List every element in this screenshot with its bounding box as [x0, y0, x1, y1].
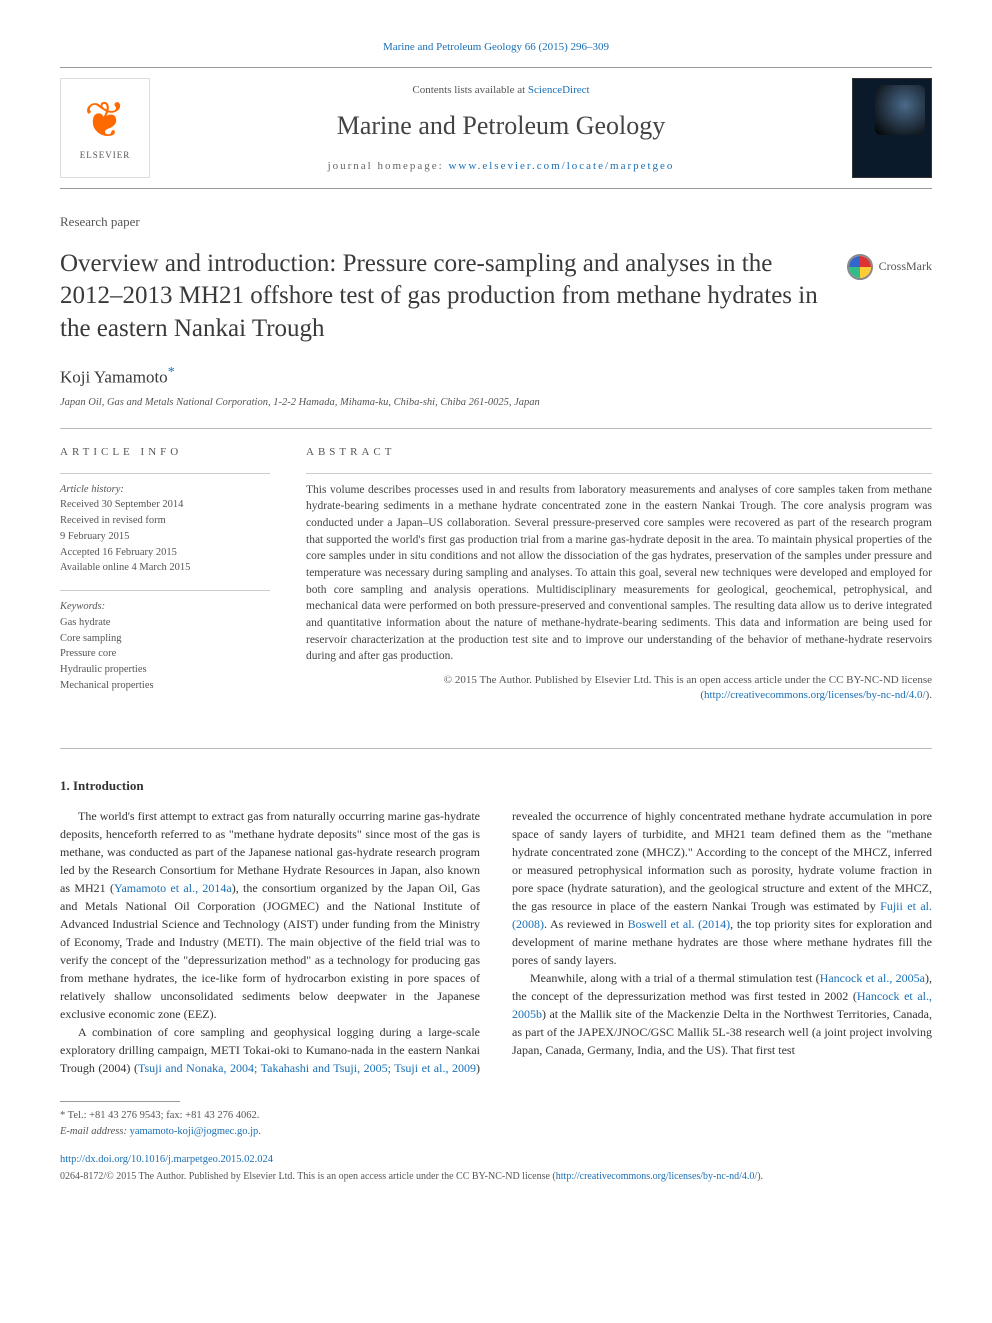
- ref-link[interactable]: Hancock et al., 2005a: [820, 971, 925, 985]
- keywords-block: Keywords: Gas hydrate Core sampling Pres…: [60, 590, 270, 694]
- keyword: Gas hydrate: [60, 615, 270, 631]
- rule-below-abstract: [60, 748, 932, 749]
- elsevier-logo: ❦ ELSEVIER: [60, 78, 150, 178]
- crossmark-label: CrossMark: [879, 258, 932, 275]
- crossmark-badge[interactable]: CrossMark: [847, 254, 932, 280]
- homepage-link[interactable]: www.elsevier.com/locate/marpetgeo: [448, 160, 674, 172]
- fax-value: +81 43 276 4062.: [185, 1110, 259, 1121]
- ref-link[interactable]: Yamamoto et al., 2014a: [114, 881, 232, 895]
- corresponding-mark: *: [168, 365, 175, 380]
- history-label: Article history:: [60, 482, 270, 498]
- history-online: Available online 4 March 2015: [60, 560, 270, 576]
- email-link[interactable]: yamamoto-koji@jogmec.go.jp: [130, 1126, 259, 1137]
- footnotes: * Tel.: +81 43 276 9543; fax: +81 43 276…: [60, 1108, 932, 1140]
- history-revised-1: Received in revised form: [60, 513, 270, 529]
- history-received: Received 30 September 2014: [60, 497, 270, 513]
- email-footnote: E-mail address: yamamoto-koji@jogmec.go.…: [60, 1124, 932, 1140]
- elsevier-label: ELSEVIER: [80, 149, 131, 162]
- email-label: E-mail address:: [60, 1126, 130, 1137]
- keyword: Mechanical properties: [60, 678, 270, 694]
- body-text: . As reviewed in: [544, 917, 628, 931]
- body-text: ) at the Mallik site of the Mackenzie De…: [512, 1007, 932, 1057]
- author-name: Koji Yamamoto*: [60, 363, 932, 389]
- issn-close: ).: [757, 1171, 763, 1182]
- corresponding-footnote: * Tel.: +81 43 276 9543; fax: +81 43 276…: [60, 1108, 932, 1124]
- article-history: Article history: Received 30 September 2…: [60, 473, 270, 577]
- abstract-text: This volume describes processes used in …: [306, 473, 932, 665]
- journal-cover-thumb: [852, 78, 932, 178]
- author-text: Koji Yamamoto: [60, 368, 168, 387]
- doi-line: http://dx.doi.org/10.1016/j.marpetgeo.20…: [60, 1153, 932, 1168]
- copyright-close: ).: [926, 689, 932, 701]
- affiliation: Japan Oil, Gas and Metals National Corpo…: [60, 396, 932, 411]
- doi-link[interactable]: http://dx.doi.org/10.1016/j.marpetgeo.20…: [60, 1154, 273, 1165]
- journal-title: Marine and Petroleum Geology: [150, 108, 852, 144]
- keywords-label: Keywords:: [60, 599, 270, 615]
- homepage-prefix: journal homepage:: [328, 160, 449, 172]
- top-citation: Marine and Petroleum Geology 66 (2015) 2…: [60, 40, 932, 55]
- tel-value: +81 43 276 9543: [89, 1110, 161, 1121]
- tel-label: * Tel.:: [60, 1110, 89, 1121]
- article-info-heading: ARTICLE INFO: [60, 445, 270, 460]
- body-text: ), the consortium organized by the Japan…: [60, 881, 480, 1021]
- history-accepted: Accepted 16 February 2015: [60, 545, 270, 561]
- ref-link[interactable]: Boswell et al. (2014): [628, 917, 731, 931]
- elsevier-tree-icon: ❦: [84, 95, 126, 145]
- issn-license-link[interactable]: http://creativecommons.org/licenses/by-n…: [556, 1171, 757, 1182]
- keyword: Core sampling: [60, 631, 270, 647]
- sciencedirect-link[interactable]: ScienceDirect: [528, 84, 590, 96]
- issn-text: 0264-8172/© 2015 The Author. Published b…: [60, 1171, 556, 1182]
- abstract-column: ABSTRACT This volume describes processes…: [306, 445, 932, 707]
- meta-abstract-row: ARTICLE INFO Article history: Received 3…: [60, 445, 932, 707]
- body-paragraph: The world's first attempt to extract gas…: [60, 807, 480, 1023]
- body-paragraph: Meanwhile, along with a trial of a therm…: [512, 969, 932, 1059]
- fax-label: ; fax:: [161, 1110, 186, 1121]
- email-suffix: .: [258, 1126, 261, 1137]
- body-columns: The world's first attempt to extract gas…: [60, 807, 932, 1077]
- section-1-heading: 1. Introduction: [60, 777, 932, 795]
- issn-line: 0264-8172/© 2015 The Author. Published b…: [60, 1170, 932, 1184]
- contents-line: Contents lists available at ScienceDirec…: [150, 83, 852, 98]
- rule-above-abstract: [60, 428, 932, 429]
- history-revised-2: 9 February 2015: [60, 529, 270, 545]
- journal-banner: ❦ ELSEVIER Contents lists available at S…: [60, 67, 932, 189]
- abstract-copyright: © 2015 The Author. Published by Elsevier…: [306, 673, 932, 704]
- article-info-column: ARTICLE INFO Article history: Received 3…: [60, 445, 270, 707]
- contents-prefix: Contents lists available at: [412, 84, 527, 96]
- banner-center: Contents lists available at ScienceDirec…: [150, 83, 852, 174]
- crossmark-icon: [847, 254, 873, 280]
- body-text: Meanwhile, along with a trial of a therm…: [530, 971, 820, 985]
- paper-title: Overview and introduction: Pressure core…: [60, 248, 847, 346]
- footnote-rule: [60, 1101, 180, 1102]
- journal-homepage: journal homepage: www.elsevier.com/locat…: [150, 159, 852, 174]
- paper-type: Research paper: [60, 213, 932, 231]
- keyword: Hydraulic properties: [60, 662, 270, 678]
- ref-link[interactable]: Tsuji and Nonaka, 2004; Takahashi and Ts…: [138, 1061, 476, 1075]
- license-link[interactable]: http://creativecommons.org/licenses/by-n…: [704, 689, 926, 701]
- top-citation-link[interactable]: Marine and Petroleum Geology 66 (2015) 2…: [383, 41, 609, 53]
- keyword: Pressure core: [60, 646, 270, 662]
- abstract-heading: ABSTRACT: [306, 445, 932, 460]
